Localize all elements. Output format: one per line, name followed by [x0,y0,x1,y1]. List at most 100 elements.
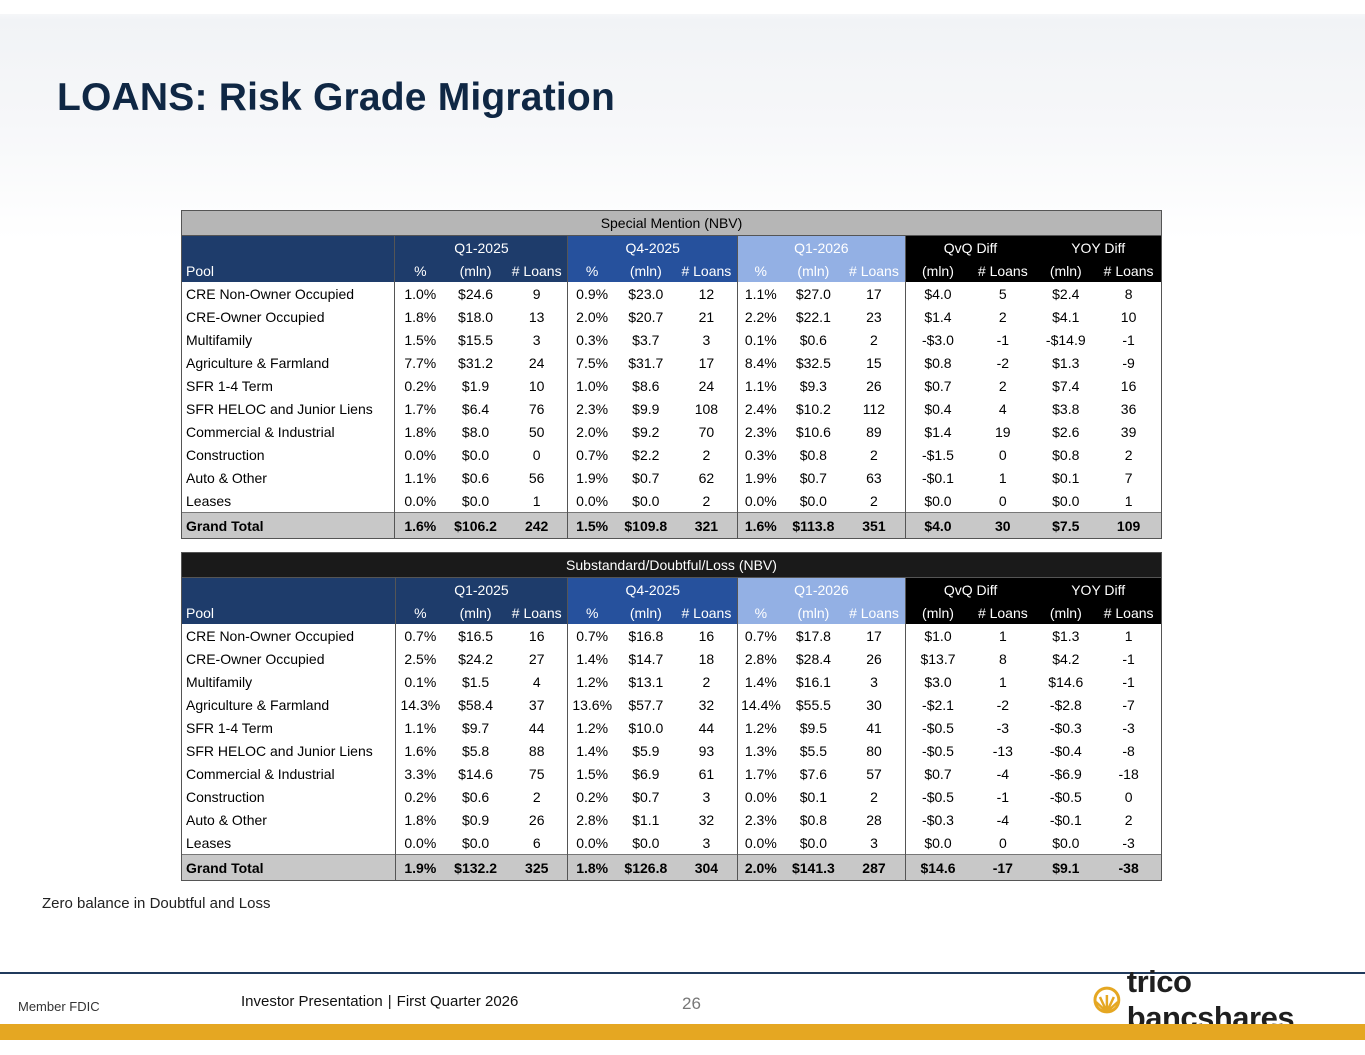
q1-2026-mln-cell: $0.8 [783,443,844,466]
column-header-row: Pool% (mln) # Loans% (mln) # Loans% (mln) # Lo… [181,601,1163,624]
q1-2026-loans-cell: 26 [843,374,906,397]
q1-2026-loans-cell: 2 [843,489,906,513]
q4-2025-pct-cell: 0.2% [567,785,616,808]
q1-2026-mln-cell: $0.0 [783,489,844,513]
table-title-row: Special Mention (NBV) [181,210,1162,236]
q1-2025-pct-cell: 1.8% [394,420,446,443]
pool-name: SFR 1-4 Term [181,716,396,739]
yoy-mln-cell: $2.4 [1035,282,1097,305]
q4-2025-pct-cell: 0.3% [567,328,616,351]
column-header-qvq-mln: (mln) [905,259,971,282]
q4-2025-pct-cell: 0.7% [567,624,616,647]
column-header-q1-2025-loans: # Loans [505,259,569,282]
column-header-q4-2025-pct: % [567,601,616,624]
q4-2025-mln-cell: $0.7 [615,785,676,808]
q4-2025-pct-cell: 0.9% [567,282,616,305]
q4-2025-loans-cell: 32 [675,693,739,716]
group-header-qvq: QvQ Diff [905,577,1036,601]
q1-2026-mln-cell: $0.6 [783,328,844,351]
qvq-mln-cell: $0.7 [905,762,971,785]
qvq-loans-cell: -13 [970,739,1036,762]
q4-2025-mln-cell: $126.8 [615,854,676,881]
q4-2025-loans-cell: 93 [675,739,739,762]
group-header-q4-2025: Q4-2025 [567,577,739,601]
q1-2026-pct-cell: 1.1% [737,374,784,397]
q1-2026-mln-cell: $22.1 [783,305,844,328]
q1-2025-loans-cell: 76 [505,397,569,420]
yoy-mln-cell: -$0.3 [1035,716,1097,739]
yoy-mln-cell: $1.3 [1035,351,1097,374]
table-row: Auto & Other 1.8% $0.9 26 2.8% $1.1 32 2.3% $0.8… [181,808,1163,831]
yoy-loans-cell: -9 [1096,351,1163,374]
yoy-mln-cell: $2.6 [1035,420,1097,443]
table-row: Multifamily 0.1% $1.5 4 1.2% $13.1 2 1.4% $16.1 3… [181,670,1163,693]
qvq-mln-cell: -$3.0 [905,328,971,351]
q1-2025-pct-cell: 1.8% [394,305,446,328]
q1-2025-mln-cell: $18.0 [445,305,506,328]
q4-2025-loans-cell: 18 [675,647,739,670]
yoy-loans-cell: 0 [1096,785,1163,808]
q1-2025-pct-cell: 14.3% [395,693,446,716]
table-row: Leases 0.0% $0.0 6 0.0% $0.0 3 0.0% $0.0 3 $0.0 0 $0… [181,831,1163,855]
pool-header-spacer [181,577,396,601]
q4-2025-mln-cell: $0.0 [615,489,676,513]
q1-2025-mln-cell: $6.4 [445,397,506,420]
yoy-loans-cell: -7 [1096,693,1163,716]
q1-2025-loans-cell: 44 [506,716,569,739]
q4-2025-mln-cell: $2.2 [615,443,676,466]
q4-2025-pct-cell: 2.0% [567,305,616,328]
q1-2025-pct-cell: 1.0% [394,282,446,305]
q1-2025-loans-cell: 242 [505,512,569,539]
q1-2025-mln-cell: $0.6 [445,785,507,808]
column-header-yoy-loans: # Loans [1096,259,1163,282]
q1-2026-mln-cell: $141.3 [783,854,844,881]
column-header-q1-2025-loans: # Loans [506,601,569,624]
column-header-q4-2025-loans: # Loans [675,259,739,282]
q4-2025-pct-cell: 2.0% [567,420,616,443]
q1-2026-pct-cell: 1.7% [737,762,784,785]
column-header-q4-2025-loans: # Loans [675,601,739,624]
q4-2025-mln-cell: $0.7 [615,466,676,489]
pool-column-header: Pool [180,259,396,282]
q1-2025-mln-cell: $0.0 [445,831,507,855]
q1-2025-pct-cell: 0.7% [395,624,446,647]
grand-total-row: Grand Total 1.6% $106.2 242 1.5% $109.8 321 1.6… [180,512,1163,539]
group-header-q1-2025: Q1-2025 [394,235,569,259]
pool-name: SFR HELOC and Junior Liens [181,739,396,762]
q1-2026-mln-cell: $10.6 [783,420,844,443]
q4-2025-pct-cell: 0.0% [567,489,616,513]
q1-2026-mln-cell: $28.4 [783,647,844,670]
table-row: SFR 1-4 Term 1.1% $9.7 44 1.2% $10.0 44 1.2% $9.… [181,716,1163,739]
q1-2025-pct-cell: 0.0% [394,489,446,513]
pool-name: Multifamily [180,328,396,351]
table-row: Construction 0.2% $0.6 2 0.2% $0.7 3 0.0% $0.1 2-… [181,785,1163,808]
qvq-mln-cell: -$0.5 [905,739,971,762]
pool-name: CRE-Owner Occupied [181,647,396,670]
q1-2025-loans-cell: 56 [505,466,569,489]
company-logo: trico bancshares [1093,964,1365,1035]
q1-2025-loans-cell: 4 [506,670,569,693]
q1-2026-mln-cell: $7.6 [783,762,844,785]
q1-2026-pct-cell: 2.3% [737,420,784,443]
q1-2026-mln-cell: $113.8 [783,512,844,539]
q4-2025-mln-cell: $3.7 [615,328,676,351]
qvq-loans-cell: 8 [970,647,1036,670]
q1-2026-mln-cell: $55.5 [783,693,844,716]
pool-name: Auto & Other [181,808,396,831]
q1-2025-loans-cell: 2 [506,785,569,808]
qvq-loans-cell: 5 [970,282,1036,305]
q1-2025-loans-cell: 325 [506,854,569,881]
q1-2025-mln-cell: $0.6 [445,466,506,489]
q4-2025-loans-cell: 2 [675,670,739,693]
qvq-loans-cell: 1 [970,466,1036,489]
q1-2026-pct-cell: 2.3% [737,808,784,831]
q1-2025-pct-cell: 1.9% [395,854,446,881]
qvq-mln-cell: $1.4 [905,420,971,443]
column-header-q1-2026-pct: % [737,601,784,624]
table-title-row: Substandard/Doubtful/Loss (NBV) [181,552,1162,578]
footnote: Zero balance in Doubtful and Loss [42,895,271,912]
q1-2025-mln-cell: $8.0 [445,420,506,443]
qvq-loans-cell: -1 [970,328,1036,351]
pool-name: Commercial & Industrial [181,762,396,785]
pool-name: SFR HELOC and Junior Liens [180,397,396,420]
